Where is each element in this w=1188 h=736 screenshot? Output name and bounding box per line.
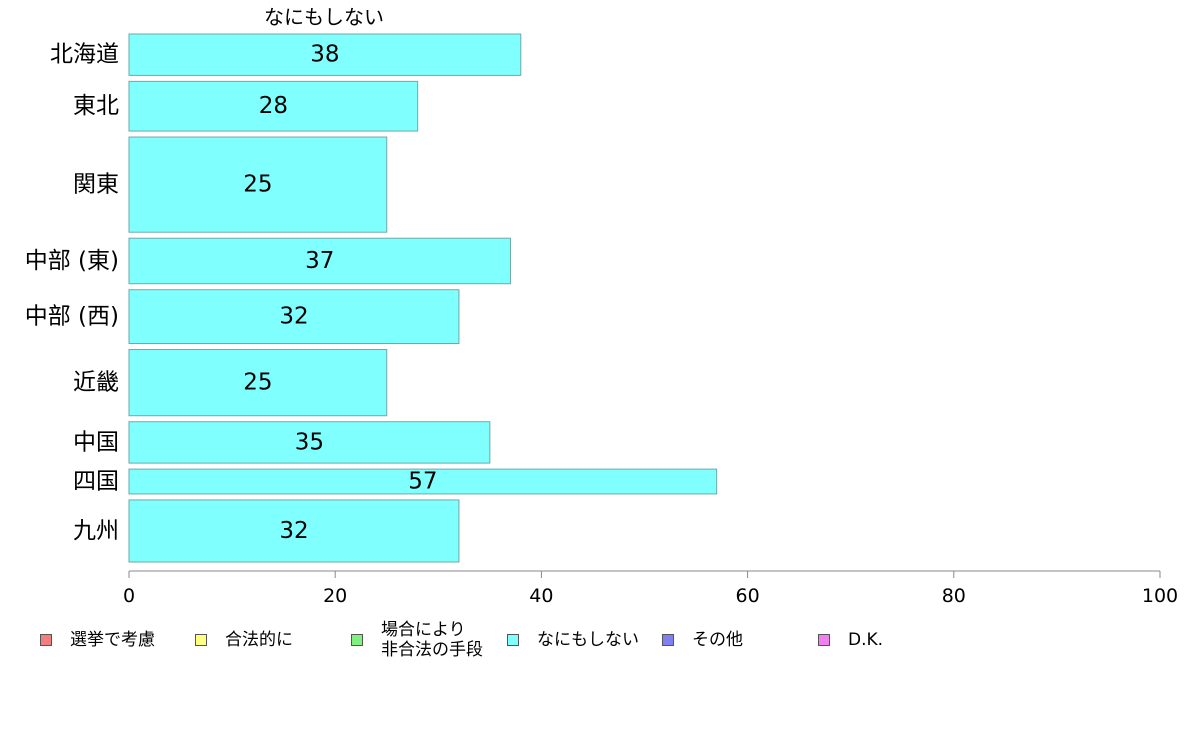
- bar-value-label: 25: [243, 172, 272, 198]
- bar: [128, 421, 491, 464]
- bar-value-label: 28: [259, 93, 288, 119]
- bar-value-label: 37: [305, 248, 334, 274]
- bar: [128, 136, 388, 233]
- legend-item: 選挙で考慮: [40, 620, 155, 660]
- legend-swatch: [195, 634, 207, 646]
- chart-title: なにもしない: [264, 5, 384, 29]
- category-label: 中部 (西): [25, 304, 119, 330]
- legend-label: なにもしない: [537, 630, 639, 650]
- category-label: 東北: [73, 93, 119, 119]
- legend-item: 合法的に: [195, 620, 293, 660]
- bar: [128, 80, 419, 132]
- legend-label: 選挙で考慮: [70, 630, 155, 650]
- legend-item: なにもしない: [507, 620, 639, 660]
- legend: 選挙で考慮 合法的に 場合により 非合法の手段 なにもしない その他 D.K.: [0, 620, 1188, 670]
- x-tick-label: 20: [323, 585, 347, 607]
- x-tick-label: 40: [529, 585, 553, 607]
- category-label: 関東: [73, 172, 119, 198]
- legend-label: その他: [692, 630, 743, 650]
- legend-label: D.K.: [848, 630, 884, 650]
- bars-group: 北海道 38 東北 28 関東 25 中部 (東) 37 中部 (西) 32 近畿 25 中国 35 四国 5…: [25, 33, 718, 563]
- bar: [128, 468, 718, 495]
- x-tick-label: 0: [123, 585, 135, 607]
- bar: [128, 237, 511, 285]
- legend-item: D.K.: [818, 620, 883, 660]
- bar: [128, 349, 388, 417]
- x-tick-label: 100: [1142, 585, 1178, 607]
- legend-swatch: [818, 634, 830, 646]
- chart: なにもしない 北海道 38 東北 28 関東 25 中部 (東) 37 中部 (西) 32 近畿 25…: [25, 5, 1178, 607]
- bar-value-label: 32: [279, 518, 308, 544]
- x-tick-label: 60: [736, 585, 760, 607]
- category-label: 四国: [73, 469, 119, 495]
- legend-swatch: [40, 634, 52, 646]
- legend-swatch: [351, 634, 363, 646]
- legend-item: その他: [662, 620, 743, 660]
- bar-value-label: 25: [243, 370, 272, 396]
- bar: [128, 289, 460, 345]
- legend-swatch: [507, 634, 519, 646]
- bar-value-label: 35: [295, 429, 324, 455]
- x-axis: 0 20 40 60 80 100: [123, 570, 1178, 607]
- bar: [128, 33, 522, 76]
- bar-value-label: 32: [279, 304, 308, 330]
- category-label: 九州: [73, 518, 119, 544]
- x-tick-label: 80: [942, 585, 966, 607]
- legend-swatch: [662, 634, 674, 646]
- legend-item: 場合により 非合法の手段: [351, 620, 483, 660]
- legend-label: 場合により 非合法の手段: [381, 620, 483, 660]
- category-label: 中国: [73, 429, 119, 455]
- bar-value-label: 38: [310, 42, 339, 68]
- category-label: 北海道: [50, 42, 119, 68]
- category-label: 中部 (東): [25, 248, 119, 274]
- bar: [128, 499, 460, 563]
- legend-label: 合法的に: [225, 630, 293, 650]
- category-label: 近畿: [73, 370, 119, 396]
- bar-value-label: 57: [408, 469, 437, 495]
